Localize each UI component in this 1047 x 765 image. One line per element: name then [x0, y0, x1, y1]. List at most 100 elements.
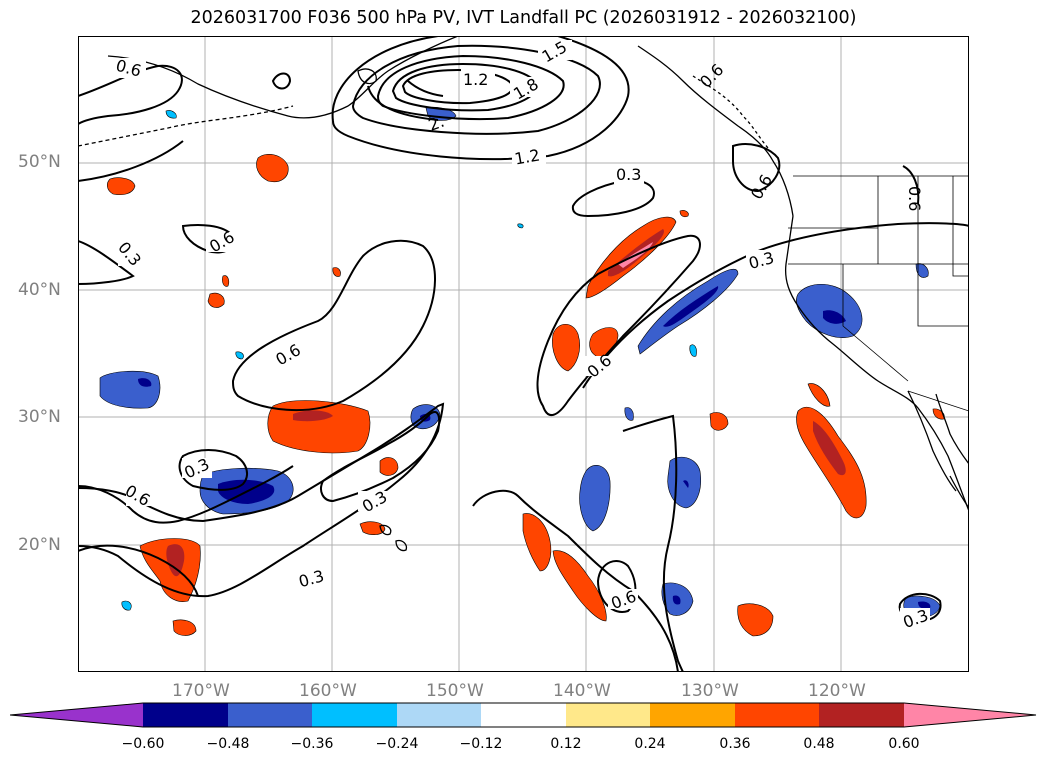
pv-0.6-coast — [732, 143, 781, 193]
neg-core-ne — [663, 286, 719, 327]
pos-region-j — [359, 521, 386, 535]
neg-core-f — [672, 595, 681, 605]
pos-region-k — [139, 538, 201, 602]
neg-region-k — [235, 351, 244, 360]
pv-0.3-north-small — [571, 179, 655, 218]
colorbar-tick: −0.24 — [375, 736, 419, 752]
pv-0.3-se-loop — [320, 411, 441, 503]
lon-label-150w: 150°W — [426, 681, 484, 701]
colorbar-extend-high — [904, 703, 1036, 727]
pos-region-g — [222, 275, 230, 287]
colorbar-tick: 0.48 — [803, 736, 835, 752]
lat-label-50n: 50°N — [18, 152, 61, 172]
contour-labels: 0.6 1.2 1.5 1.8 2. 1.2 0.6 0.3 0.6 0.6 0… — [114, 37, 931, 632]
contour-label: 2. — [426, 112, 447, 135]
colorbar — [10, 702, 1037, 728]
pv-0.6-large — [231, 239, 436, 411]
pos-region-h — [332, 267, 341, 277]
pv-0.6-coast-east — [902, 165, 920, 205]
colorbar-bin — [397, 703, 481, 727]
baja-west — [907, 390, 957, 492]
pv-0.3-south-loop — [472, 489, 679, 672]
state-border-5 — [952, 176, 969, 277]
lon-label-160w: 160°W — [299, 681, 357, 701]
colorbar-bin — [312, 703, 397, 727]
neg-region-n — [624, 407, 634, 421]
lat-label-20n: 20°N — [18, 535, 61, 555]
pv-0.3-center — [78, 402, 445, 598]
pos-region-l — [172, 619, 197, 636]
pos-region-c — [267, 400, 371, 454]
neg-region-a — [99, 370, 161, 409]
neg-core-e — [683, 480, 689, 488]
colorbar-bin — [650, 703, 735, 727]
neg-region-m — [689, 344, 697, 357]
colorbar-tick: 0.36 — [719, 736, 751, 752]
pos-region-m — [522, 513, 552, 572]
colorbar-bin — [481, 703, 566, 727]
baja-east — [935, 393, 969, 465]
colorbar-tick: −0.48 — [206, 736, 250, 752]
pv-0.3-band-lower — [622, 414, 684, 672]
pos-region-r — [807, 383, 831, 407]
us-mexico-border — [907, 390, 969, 412]
neg-region-j — [165, 110, 177, 119]
contour-label: 1.2 — [513, 145, 541, 168]
colorbar-extend-low — [10, 703, 143, 727]
pv-ring-6 — [367, 80, 444, 121]
pv-0.6-aleutian — [78, 140, 184, 182]
lon-label-140w: 140°W — [553, 681, 611, 701]
neg-region-o — [517, 223, 524, 229]
colorbar-bin — [819, 703, 904, 727]
pos-region-f — [207, 292, 225, 308]
state-border-4 — [917, 176, 969, 327]
lat-label-30n: 30°N — [18, 407, 61, 427]
contour-label: 1.2 — [463, 70, 488, 89]
lon-label-120w: 120°W — [808, 681, 866, 701]
colorbar-bin — [735, 703, 819, 727]
alaska-panhandle — [637, 45, 794, 217]
pos-core-q — [813, 421, 846, 476]
aleutian-chain — [78, 105, 294, 147]
pos-region-i — [379, 457, 399, 476]
lon-label-130w: 130°W — [681, 681, 739, 701]
pos-region-d — [256, 153, 289, 183]
us-west-coast — [784, 215, 969, 512]
pos-region-o — [737, 603, 774, 637]
pv-0.6-gulf — [536, 234, 701, 416]
neg-core-ca — [823, 310, 846, 324]
lon-label-170w: 170°W — [172, 681, 230, 701]
colorbar-tick: −0.12 — [459, 736, 503, 752]
pos-region-n — [552, 550, 607, 622]
colorbar-bin — [143, 703, 228, 727]
pv-0.3-flank — [78, 544, 199, 597]
map-border — [78, 36, 969, 672]
colorbar-tick: 0.60 — [888, 736, 920, 752]
state-border-3 — [842, 264, 909, 382]
pos-core-c — [293, 410, 333, 422]
kodiak — [357, 68, 377, 85]
contour-label: 0.6 — [905, 186, 924, 211]
pos-region-a — [552, 323, 580, 372]
pos-region-t — [679, 210, 689, 218]
colorbar-tick: −0.36 — [290, 736, 334, 752]
bc-islands — [692, 75, 769, 149]
map-panel[interactable]: 0.6 1.2 1.5 1.8 2. 1.2 0.6 0.3 0.6 0.6 0… — [78, 36, 969, 672]
lat-label-40n: 40°N — [18, 280, 61, 300]
neg-region-d — [579, 464, 611, 532]
neg-core-a — [138, 378, 152, 387]
pos-core-k — [166, 544, 185, 577]
mexico-coast — [949, 475, 969, 509]
colorbar-bin — [566, 703, 650, 727]
colorbar-tick: −0.60 — [121, 736, 165, 752]
pv-0.6-center — [78, 465, 294, 524]
pos-region-e — [107, 177, 136, 196]
pv-closed-small — [271, 72, 292, 90]
pos-region-p — [709, 412, 729, 431]
pv-ring-2 — [351, 44, 601, 135]
hawaii — [379, 524, 408, 552]
map-canvas[interactable]: 0.6 1.2 1.5 1.8 2. 1.2 0.6 0.3 0.6 0.6 0… — [78, 36, 969, 672]
colorbar-tick: 0.12 — [550, 736, 582, 752]
pv-ring-1 — [331, 36, 630, 161]
pv-0.3-west — [78, 240, 135, 285]
